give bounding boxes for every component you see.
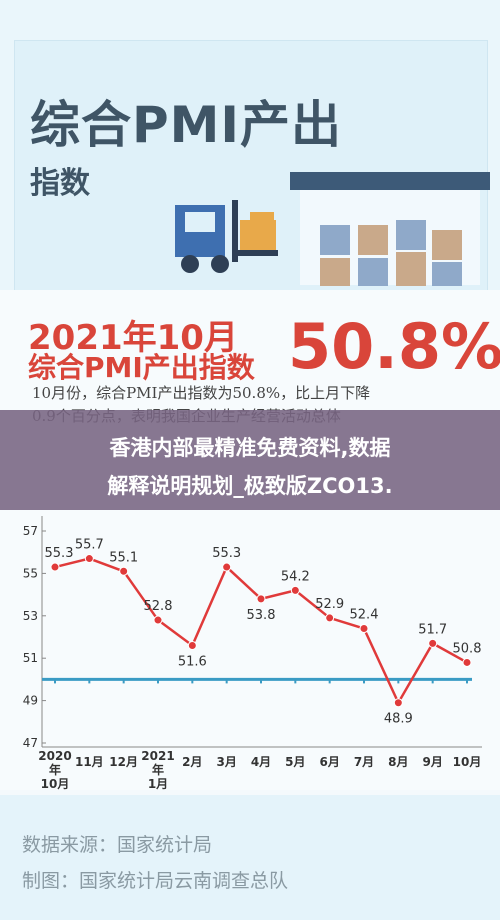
footer-text: 数据来源：国家统计局 (22, 834, 213, 856)
x-tick-label: 9月 (422, 755, 443, 769)
illustration (175, 172, 490, 286)
x-tick-label: 2月 (182, 755, 203, 769)
data-label: 51.6 (178, 654, 207, 669)
banner-text: 香港内部最精准免费资料,数据 (109, 436, 391, 460)
data-label: 51.7 (418, 622, 447, 637)
section-bg (0, 290, 500, 790)
x-tick-label: 3月 (216, 755, 237, 769)
x-tick-label: 5月 (285, 755, 306, 769)
data-point (50, 562, 60, 572)
x-tick-label: 12月 (109, 755, 138, 769)
data-point (325, 613, 335, 623)
x-tick-label: 11月 (74, 755, 104, 769)
data-point (393, 698, 403, 708)
x-tick-label: 4月 (250, 755, 272, 769)
data-label: 55.7 (75, 538, 104, 553)
data-point (153, 615, 163, 625)
y-tick-label: 55 (23, 566, 38, 580)
chart: 47495153555755.355.755.152.851.655.353.8… (23, 516, 482, 750)
x-tick-label: 6月 (319, 755, 340, 769)
x-tick-label: 7月 (353, 755, 375, 769)
headline-label: 综合PMI产出指数 (28, 351, 255, 384)
y-tick-label: 57 (23, 524, 38, 538)
headline-date: 2021年10月 (28, 318, 238, 358)
data-label: 55.3 (212, 546, 241, 561)
data-label: 52.8 (144, 599, 173, 614)
footer-text: 制图：国家统计局云南调查总队 (22, 870, 289, 892)
y-tick-label: 47 (23, 736, 38, 750)
data-point (359, 624, 369, 634)
y-tick-label: 49 (23, 694, 38, 708)
header-subtitle: 指数 (30, 166, 90, 201)
footer-bg (0, 795, 500, 920)
x-tick-label: 10月 (452, 755, 482, 769)
data-label: 53.8 (247, 608, 276, 623)
data-label: 52.9 (315, 597, 344, 612)
data-point (119, 566, 129, 576)
x-tick-label: 8月 (388, 755, 409, 769)
y-tick-label: 51 (23, 651, 38, 665)
x-tick-label: 2020年 10月 (38, 749, 72, 791)
headline-value: 50.8% (288, 310, 500, 383)
data-label: 55.3 (45, 546, 74, 561)
data-label: 52.4 (350, 608, 379, 623)
data-point (187, 640, 197, 650)
x-tick-label: 2021年 1月 (141, 749, 175, 791)
data-point (222, 562, 232, 572)
data-label: 50.8 (453, 641, 482, 656)
data-label: 54.2 (281, 569, 310, 584)
data-point (84, 554, 94, 564)
header-title: 综合PMI产出 (30, 96, 343, 154)
data-point (462, 657, 472, 667)
data-point (428, 638, 438, 648)
data-label: 48.9 (384, 712, 413, 727)
y-tick-label: 53 (23, 609, 38, 623)
data-point (290, 585, 300, 595)
data-point (256, 594, 266, 604)
banner-text: 解释说明规划_极致版ZCO13. (107, 474, 393, 498)
paragraph: 10月份，综合PMI产出指数为50.8%，比上月下降 (32, 384, 371, 402)
banner (0, 410, 500, 510)
data-label: 55.1 (109, 550, 138, 565)
